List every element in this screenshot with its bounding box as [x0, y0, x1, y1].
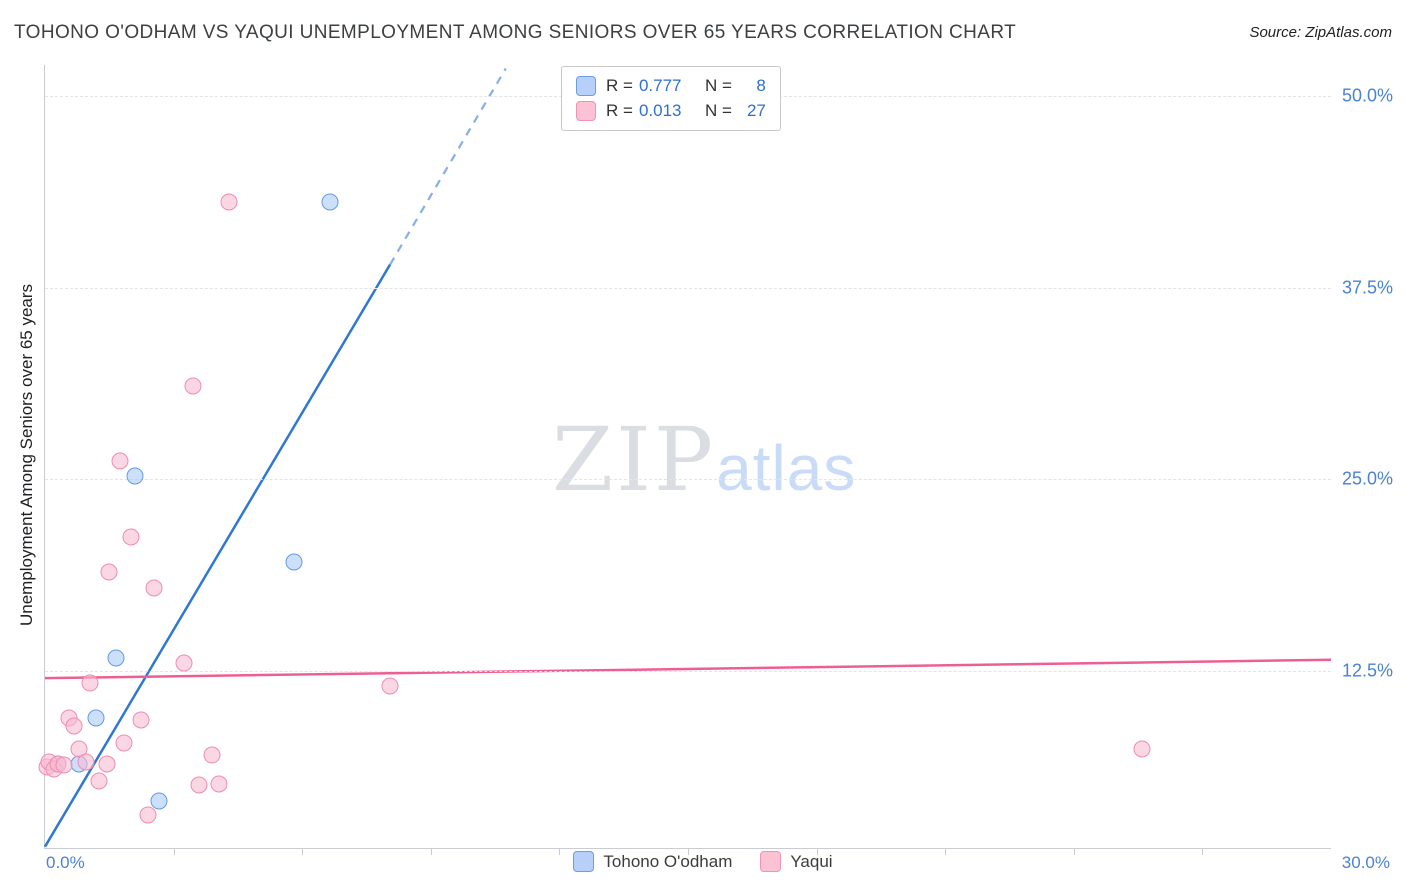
scatter-point-yaqui	[81, 674, 99, 692]
scatter-point-yaqui	[100, 563, 118, 581]
n-label: N =	[704, 76, 732, 95]
scatter-point-yaqui	[220, 193, 238, 211]
trend-line-yaqui	[44, 658, 1332, 680]
scatter-point-yaqui	[132, 711, 150, 729]
plot-area	[38, 65, 1332, 855]
scatter-point-tohono-o-odham	[150, 792, 168, 810]
scatter-point-yaqui	[55, 756, 73, 774]
scatter-point-yaqui	[175, 654, 193, 672]
scatter-point-yaqui	[381, 677, 399, 695]
page-title: TOHONO O'ODHAM VS YAQUI UNEMPLOYMENT AMO…	[14, 22, 1017, 43]
r-label: R =	[606, 101, 633, 120]
watermark-zip-text: ZIP	[552, 408, 717, 511]
scatter-point-yaqui	[122, 528, 140, 546]
x-axis-tick	[816, 848, 818, 855]
legend-item-yaqui: Yaqui	[760, 851, 833, 872]
scatter-point-tohono-o-odham	[87, 709, 105, 727]
scatter-point-yaqui	[111, 452, 129, 470]
scatter-point-yaqui	[65, 717, 83, 735]
yaqui-swatch-icon	[576, 101, 596, 121]
scatter-point-yaqui	[203, 746, 221, 764]
scatter-point-yaqui	[77, 753, 95, 771]
x-axis-tick	[945, 848, 947, 855]
n-value-yaqui: 27	[746, 101, 766, 120]
trend-line-extrapolated-tohono-o-odham	[389, 67, 507, 266]
scatter-point-yaqui	[98, 755, 116, 773]
scatter-point-yaqui	[210, 775, 228, 793]
yaqui-swatch-icon	[760, 851, 782, 872]
n-label: N =	[704, 101, 732, 120]
correlation-stats-legend: R = 0.777 N = 8 R = 0.013 N = 27	[561, 66, 781, 131]
x-axis-max-label: 30.0%	[1341, 853, 1390, 872]
x-axis-tick	[1073, 848, 1075, 855]
stats-row-yaqui: R = 0.013 N = 27	[576, 101, 766, 121]
x-axis-tick	[302, 848, 304, 855]
scatter-point-yaqui	[190, 776, 208, 794]
trend-lines-layer	[43, 67, 1332, 848]
r-value-yaqui: 0.013	[638, 101, 682, 120]
y-axis-tick-label: 50.0%	[1342, 85, 1394, 106]
source-link[interactable]: Source: ZipAtlas.com	[1249, 24, 1392, 41]
scatter-point-tohono-o-odham	[107, 649, 125, 667]
legend-label-tohono: Tohono O'odham	[603, 851, 733, 871]
y-axis-label: Unemployment Among Seniors over 65 years	[17, 283, 36, 627]
y-gridline	[45, 287, 1331, 289]
legend-label-yaqui: Yaqui	[790, 851, 833, 871]
y-axis-tick-label: 37.5%	[1342, 277, 1394, 297]
scatter-point-yaqui	[184, 377, 202, 395]
scatter-point-yaqui	[90, 772, 108, 790]
y-axis-tick-label: 12.5%	[1342, 660, 1394, 680]
series-legend: Tohono O'odham Yaqui	[0, 851, 1406, 872]
scatter-point-tohono-o-odham	[285, 553, 303, 571]
x-axis-tick	[688, 848, 689, 855]
trend-line-tohono-o-odham	[43, 263, 392, 848]
legend-item-tohono: Tohono O'odham	[573, 851, 732, 872]
watermark-atlas-text: atlas	[716, 432, 857, 504]
scatter-point-tohono-o-odham	[321, 193, 339, 211]
tohono-swatch-icon	[573, 851, 595, 872]
scatter-point-tohono-o-odham	[126, 467, 144, 485]
x-axis-tick	[430, 848, 432, 855]
scatter-point-yaqui	[145, 579, 163, 597]
x-axis-min-label: 0.0%	[46, 853, 85, 872]
scatter-point-yaqui	[139, 806, 157, 823]
zipatlas-watermark: ZIPatlas	[552, 408, 856, 511]
r-label: R =	[606, 76, 633, 95]
y-gridline	[45, 479, 1331, 480]
scatter-point-yaqui	[1133, 740, 1151, 758]
r-value-tohono: 0.777	[638, 76, 682, 95]
x-axis-tick	[559, 848, 561, 855]
stats-row-tohono: R = 0.777 N = 8	[576, 76, 766, 96]
n-value-tohono: 8	[756, 76, 766, 95]
y-axis-tick-label: 25.0%	[1342, 468, 1394, 489]
scatter-point-yaqui	[115, 734, 133, 751]
x-axis-tick	[1202, 848, 1204, 855]
x-axis-tick	[173, 848, 175, 855]
y-gridline	[45, 670, 1331, 672]
tohono-swatch-icon	[576, 76, 596, 96]
